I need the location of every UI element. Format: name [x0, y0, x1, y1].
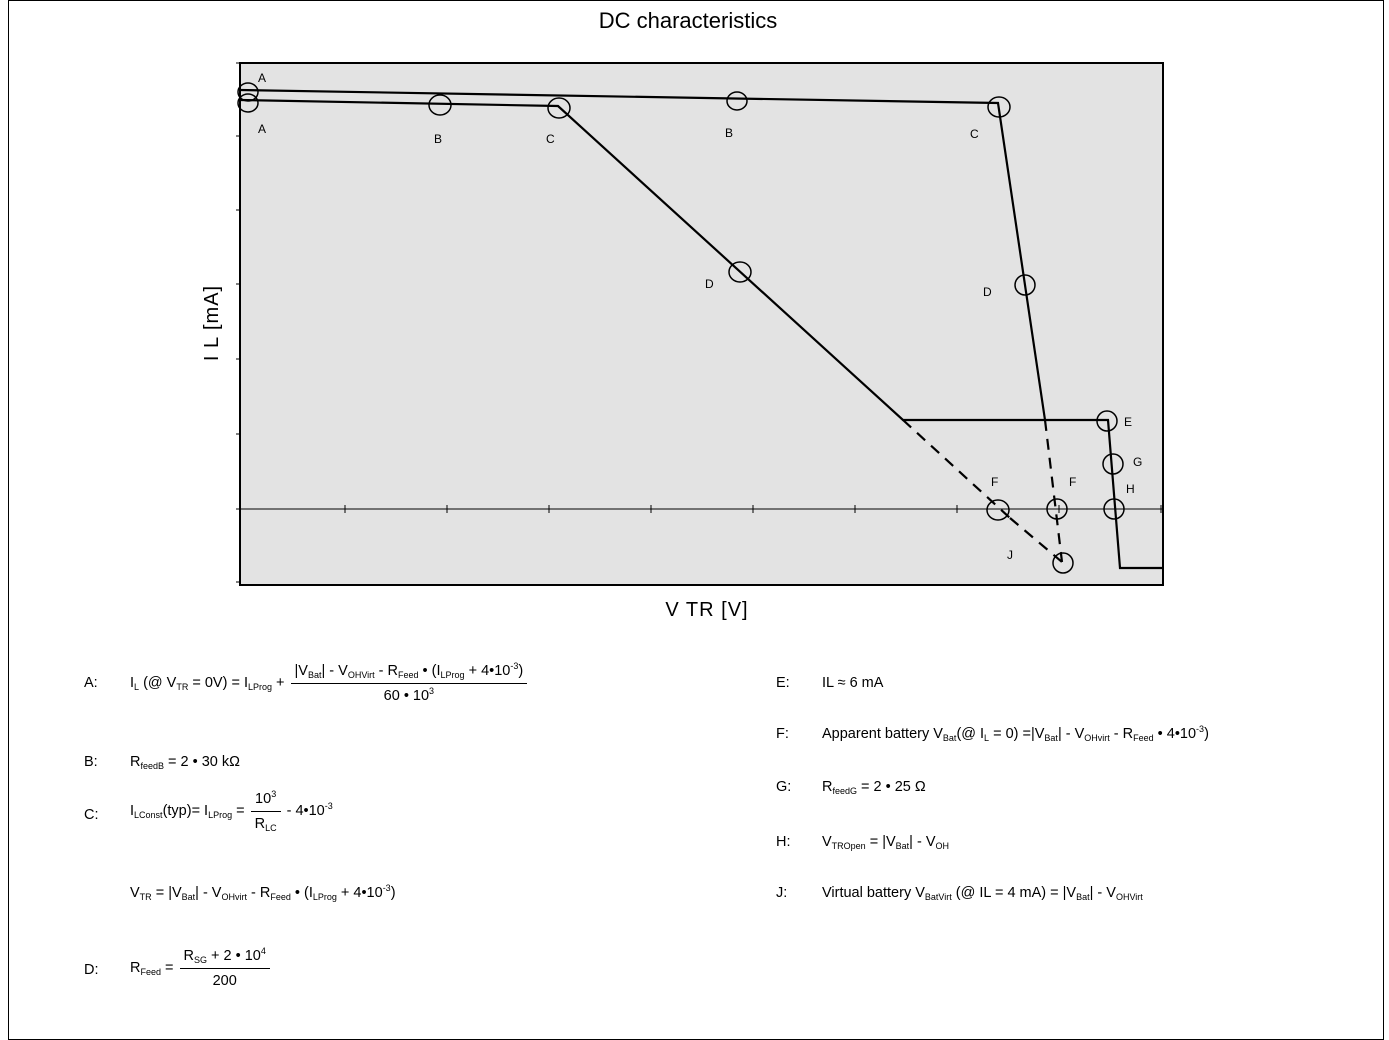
x-axis-label: V TR [V]: [665, 599, 748, 621]
equation-a-key: A:: [84, 675, 98, 691]
marker-f-upper: [1046, 498, 1068, 520]
label-c-lower: C: [546, 132, 555, 146]
label-f-lower: F: [991, 475, 998, 489]
y-axis-label: I L [mA]: [201, 285, 223, 361]
equation-a-numerator: |VBat| - VOHVirt - RFeed • (ILProg + 4•1…: [290, 662, 528, 684]
equation-d-body: RFeed = RSG + 2 • 104 200: [130, 947, 276, 989]
label-c-upper: C: [970, 127, 979, 141]
equation-e-body: IL ≈ 6 mA: [822, 675, 884, 691]
label-f-upper: F: [1069, 475, 1076, 489]
marker-d-lower: [728, 261, 752, 283]
equation-c-denominator: RLC: [254, 815, 277, 833]
marker-j: [1052, 552, 1074, 574]
equation-f-key: F:: [776, 726, 789, 742]
marker-c-lower: [547, 97, 571, 119]
curve-high-feed: [239, 88, 1047, 421]
dc-characteristics-plot: A A B C B C D D E G F F H J I L [mA] V T…: [201, 62, 1164, 621]
marker-e: [1096, 410, 1118, 432]
marker-h: [1103, 498, 1125, 520]
equation-a-denominator: 60 • 103: [383, 685, 435, 704]
label-a-upper: A: [258, 71, 266, 85]
equation-j-body: Virtual battery VBatVirt (@ IL = 4 mA) =…: [822, 885, 1143, 902]
label-e: E: [1124, 415, 1132, 429]
marker-f-lower: [986, 499, 1010, 521]
equation-c-lhs: ILConst(typ)= ILProg =: [130, 803, 245, 821]
label-g: G: [1133, 455, 1142, 469]
equation-c-tail: - 4•10-3: [286, 801, 333, 820]
marker-g: [1102, 453, 1124, 475]
equation-b-key: B:: [84, 754, 98, 770]
equation-d-numerator: RSG + 2 • 104: [179, 947, 270, 969]
x-axis-ticks: [344, 505, 1162, 513]
equation-c-vtr: VTR = |VBat| - VOHvirt - RFeed • (ILProg…: [130, 883, 396, 902]
label-d-lower: D: [705, 277, 714, 291]
equation-h-body: VTROpen = |VBat| - VOH: [822, 834, 949, 851]
equation-g-body: RfeedG = 2 • 25 Ω: [822, 779, 926, 796]
marker-b-lower: [428, 94, 452, 116]
plot-area: [239, 62, 1164, 586]
marker-a-lower: [237, 93, 259, 113]
label-a-lower: A: [258, 122, 266, 136]
equation-e-key: E:: [776, 675, 790, 691]
equation-c-numerator: 103: [250, 790, 281, 812]
equation-c-body: ILConst(typ)= ILProg = 103 RLC - 4•10-3: [130, 790, 333, 833]
equation-g-key: G:: [776, 779, 792, 795]
label-b-upper: B: [725, 126, 733, 140]
equation-a-body: IL (@ VTR = 0V) = ILProg + |VBat| - VOHVi…: [130, 662, 533, 704]
marker-b-upper: [726, 91, 748, 111]
curve-high-feed-extension: [1043, 419, 1064, 563]
equation-d-key: D:: [84, 962, 99, 978]
equation-f-body: Apparent battery VBat(@ IL = 0) =|VBat| …: [822, 724, 1209, 743]
label-b-lower: B: [434, 132, 442, 146]
marker-c-upper: [987, 96, 1011, 118]
equation-j-key: J:: [776, 885, 788, 901]
marker-circles: [237, 82, 1125, 574]
label-j: J: [1007, 548, 1013, 562]
equation-h-key: H:: [776, 834, 791, 850]
marker-d-upper: [1014, 274, 1036, 296]
figure-title: DC characteristics: [598, 8, 778, 33]
equation-d-denominator: 200: [212, 972, 237, 989]
equation-a-lhs: IL (@ VTR = 0V) = ILProg +: [130, 675, 285, 693]
label-d-upper: D: [983, 285, 992, 299]
equation-b-body: RfeedB = 2 • 30 kΩ: [130, 754, 240, 771]
label-h: H: [1126, 482, 1135, 496]
equation-c-key: C:: [84, 807, 99, 823]
equation-d-lhs: RFeed =: [130, 960, 174, 978]
curve-low-feed: [239, 98, 1163, 570]
marker-a-upper: [237, 82, 259, 102]
equation-c-vtr-body: VTR = |VBat| - VOHvirt - RFeed • (ILProg…: [130, 883, 396, 902]
